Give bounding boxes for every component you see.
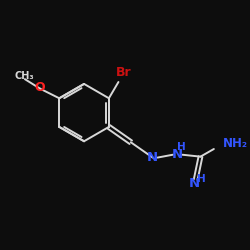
Text: Br: Br (116, 66, 131, 79)
Text: H: H (197, 174, 206, 184)
Text: O: O (35, 81, 46, 94)
Text: N: N (172, 148, 183, 161)
Text: N: N (147, 151, 158, 164)
Text: N: N (189, 177, 200, 190)
Text: CH₃: CH₃ (14, 71, 34, 81)
Text: H: H (177, 142, 186, 152)
Text: NH₂: NH₂ (222, 137, 248, 150)
